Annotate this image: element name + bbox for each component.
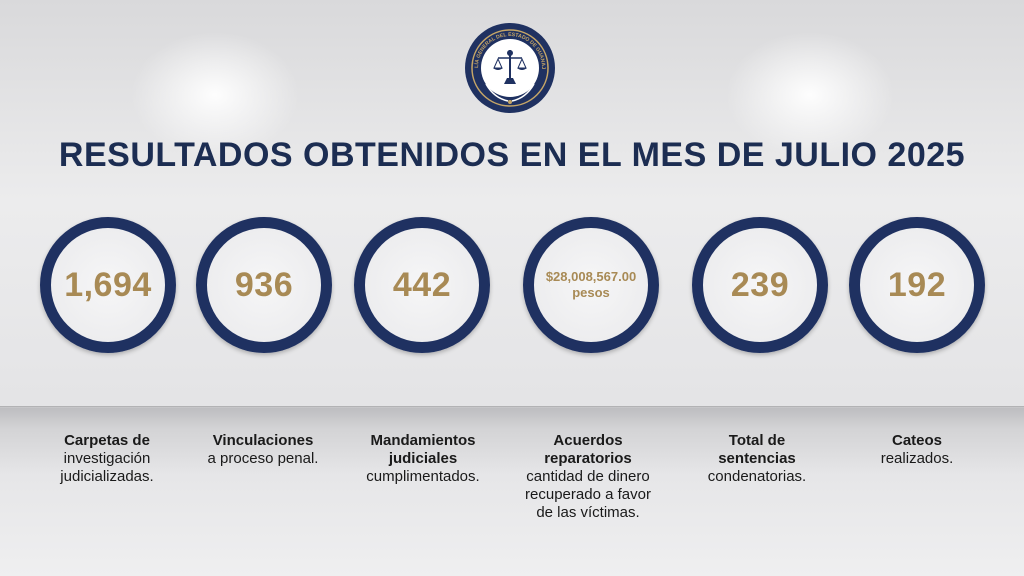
justice-seal-icon: FISCALÍA GENERAL DEL ESTADO DE GUANAJUAT… <box>464 22 555 113</box>
stat-label-bold: Total de sentencias <box>718 432 796 467</box>
stat-label-bold: Mandamientos judiciales <box>370 432 476 467</box>
stat-circle-3: 442 <box>354 217 490 353</box>
stat-label-6: Cateos realizados. <box>832 432 1002 468</box>
stat-label-line: a proceso penal. <box>207 450 319 467</box>
floor-background <box>0 408 1024 576</box>
stat-label-bold: Cateos <box>891 432 943 449</box>
stat-label-1: Carpetas de investigación judicializadas… <box>22 432 192 486</box>
stat-label-bold: Carpetas de <box>64 432 150 449</box>
stat-value: 239 <box>730 265 790 304</box>
stat-value-unit: pesos <box>572 285 610 300</box>
stat-value: 192 <box>887 265 947 304</box>
stat-value: $28,008,567.00 <box>545 269 637 284</box>
stat-label-line: condenatorias. <box>707 468 807 485</box>
stat-circle-6: 192 <box>849 217 985 353</box>
stat-label-line: recuperado a favor <box>525 486 651 503</box>
stat-circle-2: 936 <box>196 217 332 353</box>
stat-label-line: cantidad de dinero <box>526 468 650 485</box>
stat-circle-4: $28,008,567.00 pesos <box>523 217 659 353</box>
page-title: RESULTADOS OBTENIDOS EN EL MES DE JULIO … <box>58 136 966 174</box>
stat-label-2: Vinculaciones a proceso penal. <box>178 432 348 468</box>
stat-label-line: investigación <box>63 450 151 467</box>
stat-label-line: cumplimentados. <box>366 468 480 485</box>
floor-line <box>0 406 1024 409</box>
stat-label-bold: Vinculaciones <box>212 432 314 449</box>
stat-circle-1: 1,694 <box>40 217 176 353</box>
stat-label-line: realizados. <box>880 450 954 467</box>
stat-label-line: judicializadas. <box>60 468 154 485</box>
stat-label-bold: Acuerdos reparatorios <box>544 432 632 467</box>
stat-value: 442 <box>392 265 452 304</box>
stat-value: 1,694 <box>64 265 152 304</box>
stat-label-line: de las víctimas. <box>536 504 640 521</box>
stat-value: 936 <box>234 265 294 304</box>
stat-circle-5: 239 <box>692 217 828 353</box>
stat-label-5: Total de sentencias condenatorias. <box>672 432 842 486</box>
stat-label-4: Acuerdos reparatorios cantidad de dinero… <box>503 432 673 522</box>
stat-label-3: Mandamientos judiciales cumplimentados. <box>338 432 508 486</box>
